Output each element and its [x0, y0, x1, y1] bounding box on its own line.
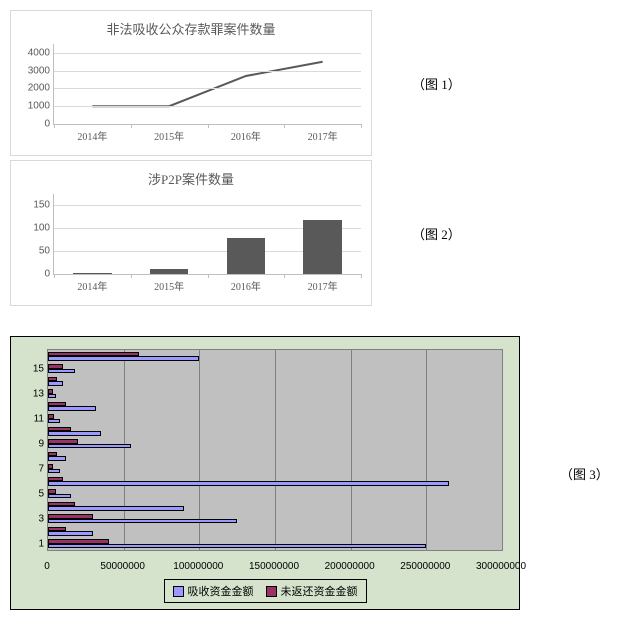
chart3-bar — [48, 527, 66, 531]
chart3-bar — [48, 419, 60, 423]
chart3-bar — [48, 406, 96, 410]
chart3-bar — [48, 506, 184, 510]
chart2-bar — [150, 269, 188, 274]
legend-swatch-series1 — [173, 586, 184, 597]
chart3-xtick: 250000000 — [400, 557, 450, 572]
chart3-xtick: 50000000 — [100, 557, 145, 572]
chart2-xtick: 2016年 — [231, 274, 261, 293]
chart2-bar — [303, 220, 341, 274]
chart3-bar — [48, 381, 63, 385]
legend-label-series1: 吸收资金金额 — [188, 583, 254, 599]
chart3-ytick: 9 — [38, 438, 48, 449]
chart2-xtick: 2017年 — [308, 274, 338, 293]
chart3-bar — [48, 356, 199, 360]
chart3-bar — [48, 452, 57, 456]
chart2-ytick: 0 — [44, 269, 54, 280]
chart2-plot: 0501001502014年2015年2016年2017年 — [53, 194, 361, 275]
chart3-xtick: 100000000 — [173, 557, 223, 572]
chart1-ytick: 2000 — [28, 83, 54, 94]
chart3-bar — [48, 477, 63, 481]
chart3-ytick: 11 — [34, 413, 48, 424]
chart3-ytick: 15 — [33, 363, 48, 374]
legend-label-series2: 未返还资金金额 — [281, 583, 358, 599]
chart3-xtick: 0 — [44, 557, 50, 572]
chart3-bar — [48, 481, 449, 485]
chart3-xtick: 200000000 — [325, 557, 375, 572]
chart1-xtick: 2015年 — [154, 124, 184, 143]
chart2-fig-label: （图 2） — [412, 224, 461, 243]
chart3-bar — [48, 352, 139, 356]
chart3-bar — [48, 531, 93, 535]
chart3-bar — [48, 439, 78, 443]
chart3-bar — [48, 464, 53, 468]
chart1-ytick: 3000 — [28, 65, 54, 76]
chart1-container: 非法吸收公众存款罪案件数量 010002000300040002014年2015… — [10, 10, 372, 156]
chart2-ytick: 50 — [39, 246, 54, 257]
chart1-xtick: 2017年 — [308, 124, 338, 143]
chart3-ytick: 5 — [38, 488, 48, 499]
chart3-bar — [48, 514, 93, 518]
chart3-bar — [48, 469, 60, 473]
chart1-ytick: 1000 — [28, 101, 54, 112]
chart1-title: 非法吸收公众存款罪案件数量 — [11, 11, 371, 44]
chart2-ytick: 100 — [33, 223, 54, 234]
chart3-bar — [48, 539, 109, 543]
chart2-xtick: 2015年 — [154, 274, 184, 293]
chart3-bar — [48, 519, 237, 523]
chart2-bar — [227, 238, 265, 274]
chart2-xtick: 2014年 — [77, 274, 107, 293]
chart3-ytick: 3 — [38, 513, 48, 524]
chart3-plot: 13579111315 — [47, 349, 503, 551]
chart1-ytick: 4000 — [28, 47, 54, 58]
chart3-bar — [48, 377, 57, 381]
chart3-bar — [48, 369, 75, 373]
chart1-plot: 010002000300040002014年2015年2016年2017年 — [53, 44, 361, 125]
chart3-ytick: 7 — [38, 463, 48, 474]
chart3-ytick: 1 — [38, 538, 48, 549]
chart3-legend: 吸收资金金额 未返还资金金额 — [164, 579, 367, 603]
chart3-bar — [48, 544, 426, 548]
chart3-container: 13579111315 0500000001000000001500000002… — [10, 336, 520, 610]
chart3-xtick: 150000000 — [249, 557, 299, 572]
chart3-ytick: 13 — [33, 388, 48, 399]
legend-swatch-series2 — [266, 586, 277, 597]
chart3-bar — [48, 489, 56, 493]
chart3-bar — [48, 402, 66, 406]
chart2-ytick: 150 — [33, 200, 54, 211]
chart3-bar — [48, 456, 66, 460]
chart3-bar — [48, 414, 54, 418]
chart3-bar — [48, 427, 71, 431]
chart3-xtick: 300000000 — [476, 557, 526, 572]
chart1-xtick: 2016年 — [231, 124, 261, 143]
chart1-ytick: 0 — [44, 119, 54, 130]
chart3-bar — [48, 494, 71, 498]
chart3-bar — [48, 444, 131, 448]
chart3-bar — [48, 364, 63, 368]
legend-item-series1: 吸收资金金额 — [173, 583, 254, 599]
chart1-line — [54, 44, 361, 124]
chart3-fig-label: （图 3） — [560, 464, 609, 483]
chart3-bar — [48, 431, 101, 435]
chart1-fig-label: （图 1） — [412, 74, 461, 93]
chart2-title: 涉P2P案件数量 — [11, 161, 371, 194]
chart2-container: 涉P2P案件数量 0501001502014年2015年2016年2017年 — [10, 160, 372, 306]
legend-item-series2: 未返还资金金额 — [266, 583, 358, 599]
chart3-bar — [48, 389, 53, 393]
chart2-bar — [73, 273, 111, 274]
chart3-bar — [48, 394, 56, 398]
chart3-bar — [48, 502, 75, 506]
chart1-xtick: 2014年 — [77, 124, 107, 143]
